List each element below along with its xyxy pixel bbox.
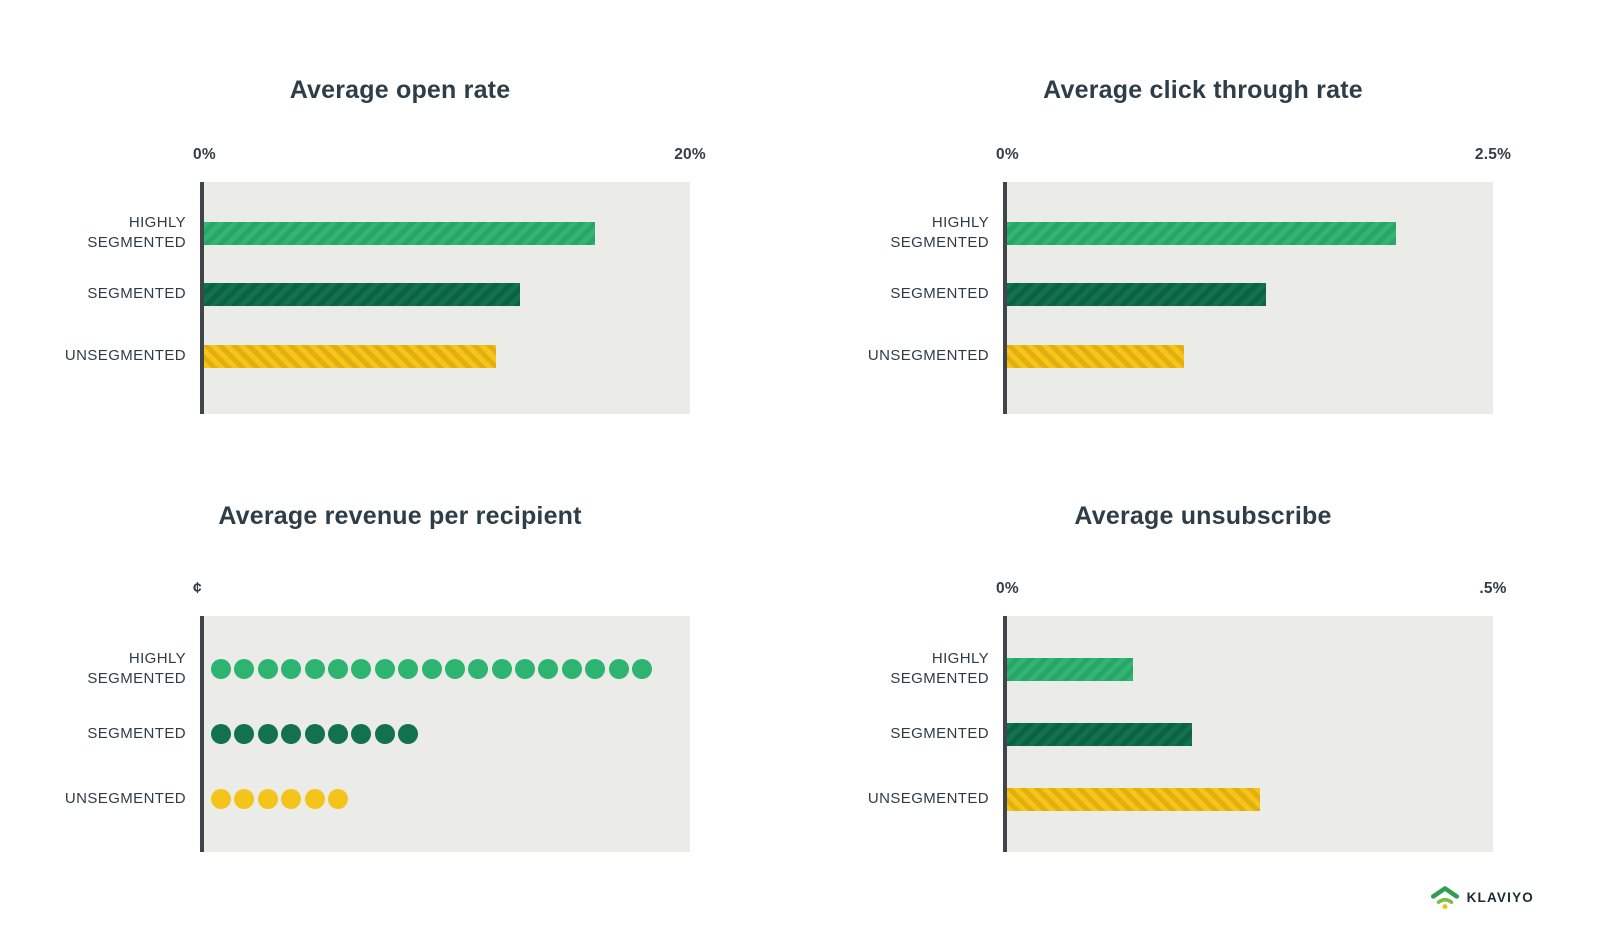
chart-title: Average unsubscribe [1074,502,1332,530]
chart-average-open-rate: Average open rate 0% 20% HIGHLY SEGMENTE… [0,0,800,434]
chart-title: Average revenue per recipient [218,502,582,530]
plot-area [200,616,690,852]
dot-highly-segmented [234,659,255,679]
category-label-highly-segmented: HIGHLY SEGMENTED [87,649,186,687]
bar-segmented [204,282,520,306]
dot-highly-segmented [421,659,442,679]
dot-segmented [304,724,325,744]
dot-highly-segmented [444,659,465,679]
dot-segmented [374,724,395,744]
dot-highly-segmented [491,659,512,679]
dot-row-segmented [211,724,419,744]
dot-segmented [281,724,302,744]
bar-highly-segmented [1007,221,1396,245]
category-label-segmented: SEGMENTED [890,284,989,302]
dot-highly-segmented [608,659,629,679]
axis-max-label: 2.5% [1474,146,1512,163]
dot-highly-segmented [398,659,419,679]
brand-wordmark: KLAVIYO [1466,889,1534,905]
dot-unsegmented [257,789,278,809]
dot-highly-segmented [281,659,302,679]
bar-unsegmented [1007,787,1260,811]
dot-segmented [327,724,348,744]
dot-row-unsegmented [211,789,348,809]
dot-highly-segmented [327,659,348,679]
dot-highly-segmented [561,659,582,679]
category-label-highly-segmented: HIGHLY SEGMENTED [87,213,186,251]
category-label-unsegmented: UNSEGMENTED [64,789,186,807]
dot-segmented [351,724,372,744]
category-label-highly-segmented: HIGHLY SEGMENTED [890,649,989,687]
dot-segmented [257,724,278,744]
bar-highly-segmented [1007,657,1134,681]
chart-title: Average open rate [289,76,511,104]
dot-highly-segmented [211,659,231,679]
dot-unsegmented [304,789,325,809]
axis-max-label: .5% [1479,580,1507,597]
category-label-segmented: SEGMENTED [87,284,186,302]
bar-segmented [1007,722,1192,746]
dot-highly-segmented [257,659,278,679]
bar-highly-segmented [204,221,596,245]
dot-highly-segmented [374,659,395,679]
dot-unsegmented [234,789,255,809]
chart-average-click-through-rate: Average click through rate 0% 2.5% HIGHL… [803,0,1600,434]
dot-unsegmented [327,789,348,809]
dot-highly-segmented [632,659,653,679]
axis-min-label: 0% [996,580,1019,597]
plot-area [200,182,690,414]
category-label-segmented: SEGMENTED [890,724,989,742]
dot-unsegmented [281,789,302,809]
dot-segmented [234,724,255,744]
bar-unsegmented [204,344,496,368]
klaviyo-signal-icon [1430,886,1459,910]
category-label-unsegmented: UNSEGMENTED [64,346,186,364]
chart-average-unsubscribe: Average unsubscribe 0% .5% HIGHLY SEGMEN… [803,434,1600,868]
chart-average-revenue-per-recipient: Average revenue per recipient ¢ HIGHLY S… [0,434,800,868]
axis-min-label: 0% [996,146,1019,163]
axis-min-label: 0% [193,146,216,163]
klaviyo-logo: KLAVIYO [1430,884,1534,910]
dot-highly-segmented [468,659,489,679]
category-label-segmented: SEGMENTED [87,724,186,742]
dot-highly-segmented [515,659,536,679]
axis-max-label: 20% [674,146,706,163]
plot-area [1003,616,1493,852]
plot-area [1003,182,1493,414]
dot-highly-segmented [585,659,606,679]
dot-unsegmented [211,789,231,809]
chart-title: Average click through rate [1043,76,1363,104]
axis-min-label: ¢ [193,580,202,597]
category-label-unsegmented: UNSEGMENTED [867,789,989,807]
category-label-unsegmented: UNSEGMENTED [867,346,989,364]
dot-highly-segmented [538,659,559,679]
dot-highly-segmented [304,659,325,679]
bar-unsegmented [1007,344,1184,368]
bar-segmented [1007,282,1266,306]
dot-row-highly-segmented [211,659,653,679]
dot-segmented [398,724,419,744]
category-label-highly-segmented: HIGHLY SEGMENTED [890,213,989,251]
dot-highly-segmented [351,659,372,679]
dot-segmented [211,724,231,744]
